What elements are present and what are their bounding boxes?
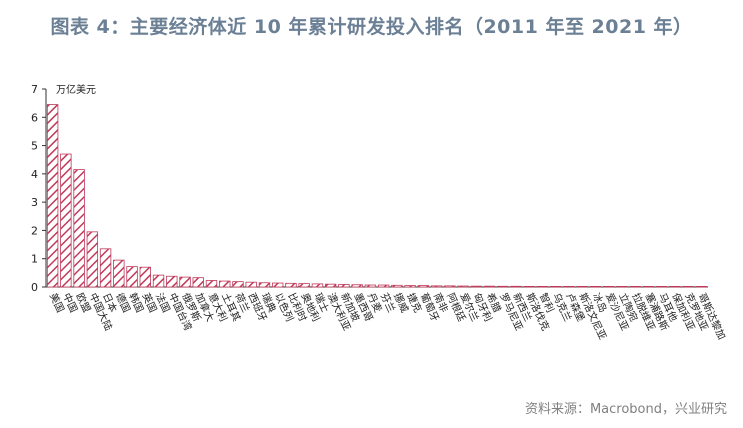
bar bbox=[192, 277, 204, 288]
bar bbox=[258, 282, 271, 288]
bar bbox=[113, 259, 125, 288]
bar bbox=[695, 285, 708, 288]
bar bbox=[285, 282, 297, 288]
bar bbox=[139, 266, 151, 288]
bar bbox=[589, 285, 602, 288]
bar bbox=[430, 285, 443, 288]
bar bbox=[232, 281, 244, 288]
y-tick-label: 4 bbox=[31, 168, 38, 181]
chart-bars bbox=[46, 104, 708, 288]
bar bbox=[99, 248, 112, 288]
bar bbox=[126, 266, 138, 288]
bar bbox=[669, 285, 681, 288]
bar bbox=[60, 153, 72, 288]
bar bbox=[576, 285, 588, 288]
y-tick-label: 0 bbox=[31, 281, 38, 294]
bar bbox=[483, 285, 496, 288]
y-tick-label: 5 bbox=[31, 140, 38, 153]
bar bbox=[682, 285, 694, 288]
bar bbox=[324, 283, 337, 288]
bar bbox=[523, 285, 535, 288]
bar bbox=[497, 285, 509, 288]
bar bbox=[470, 285, 482, 288]
bar bbox=[338, 284, 350, 288]
y-tick-label: 2 bbox=[31, 224, 38, 237]
bar bbox=[46, 104, 59, 288]
bar bbox=[536, 285, 549, 288]
chart-axes: 0 1 2 3 4 5 6 7 bbox=[31, 83, 708, 294]
bar bbox=[364, 284, 377, 288]
bar bbox=[298, 283, 310, 288]
y-unit-label: 万亿美元 bbox=[56, 83, 96, 96]
bar bbox=[655, 285, 668, 288]
bar bbox=[205, 280, 218, 288]
chart-title: 图表 4：主要经济体近 10 年累计研发投入排名（2011 年至 2021 年） bbox=[50, 16, 693, 38]
bar bbox=[550, 285, 562, 288]
bar bbox=[603, 285, 615, 288]
bar bbox=[73, 169, 85, 288]
bar bbox=[563, 285, 575, 288]
bar bbox=[404, 285, 416, 288]
bar bbox=[642, 285, 655, 288]
bar bbox=[351, 284, 363, 288]
bar bbox=[166, 275, 178, 288]
bar bbox=[272, 282, 284, 288]
bar bbox=[417, 285, 430, 288]
bar bbox=[616, 285, 628, 288]
y-tick-label: 7 bbox=[31, 83, 38, 96]
bar bbox=[629, 285, 641, 288]
bar bbox=[179, 276, 191, 288]
bar bbox=[510, 285, 522, 288]
y-tick-label: 1 bbox=[31, 253, 38, 266]
bar bbox=[311, 283, 324, 288]
x-tick-labels: 美国中国欧盟中国大陆日本德国韩国英国法国中国台湾俄罗斯加拿大意大利土耳其荷兰西班… bbox=[47, 291, 729, 342]
bar bbox=[86, 231, 99, 288]
y-tick-label: 3 bbox=[31, 196, 38, 209]
bar bbox=[377, 284, 390, 288]
bar bbox=[152, 274, 165, 288]
bar bbox=[245, 281, 257, 288]
bar bbox=[391, 284, 403, 288]
bar bbox=[219, 280, 231, 288]
bar bbox=[457, 285, 469, 288]
bar bbox=[444, 285, 456, 288]
source-note: 资料来源：Macrobond，兴业研究 bbox=[524, 402, 727, 417]
y-tick-label: 6 bbox=[31, 111, 38, 124]
